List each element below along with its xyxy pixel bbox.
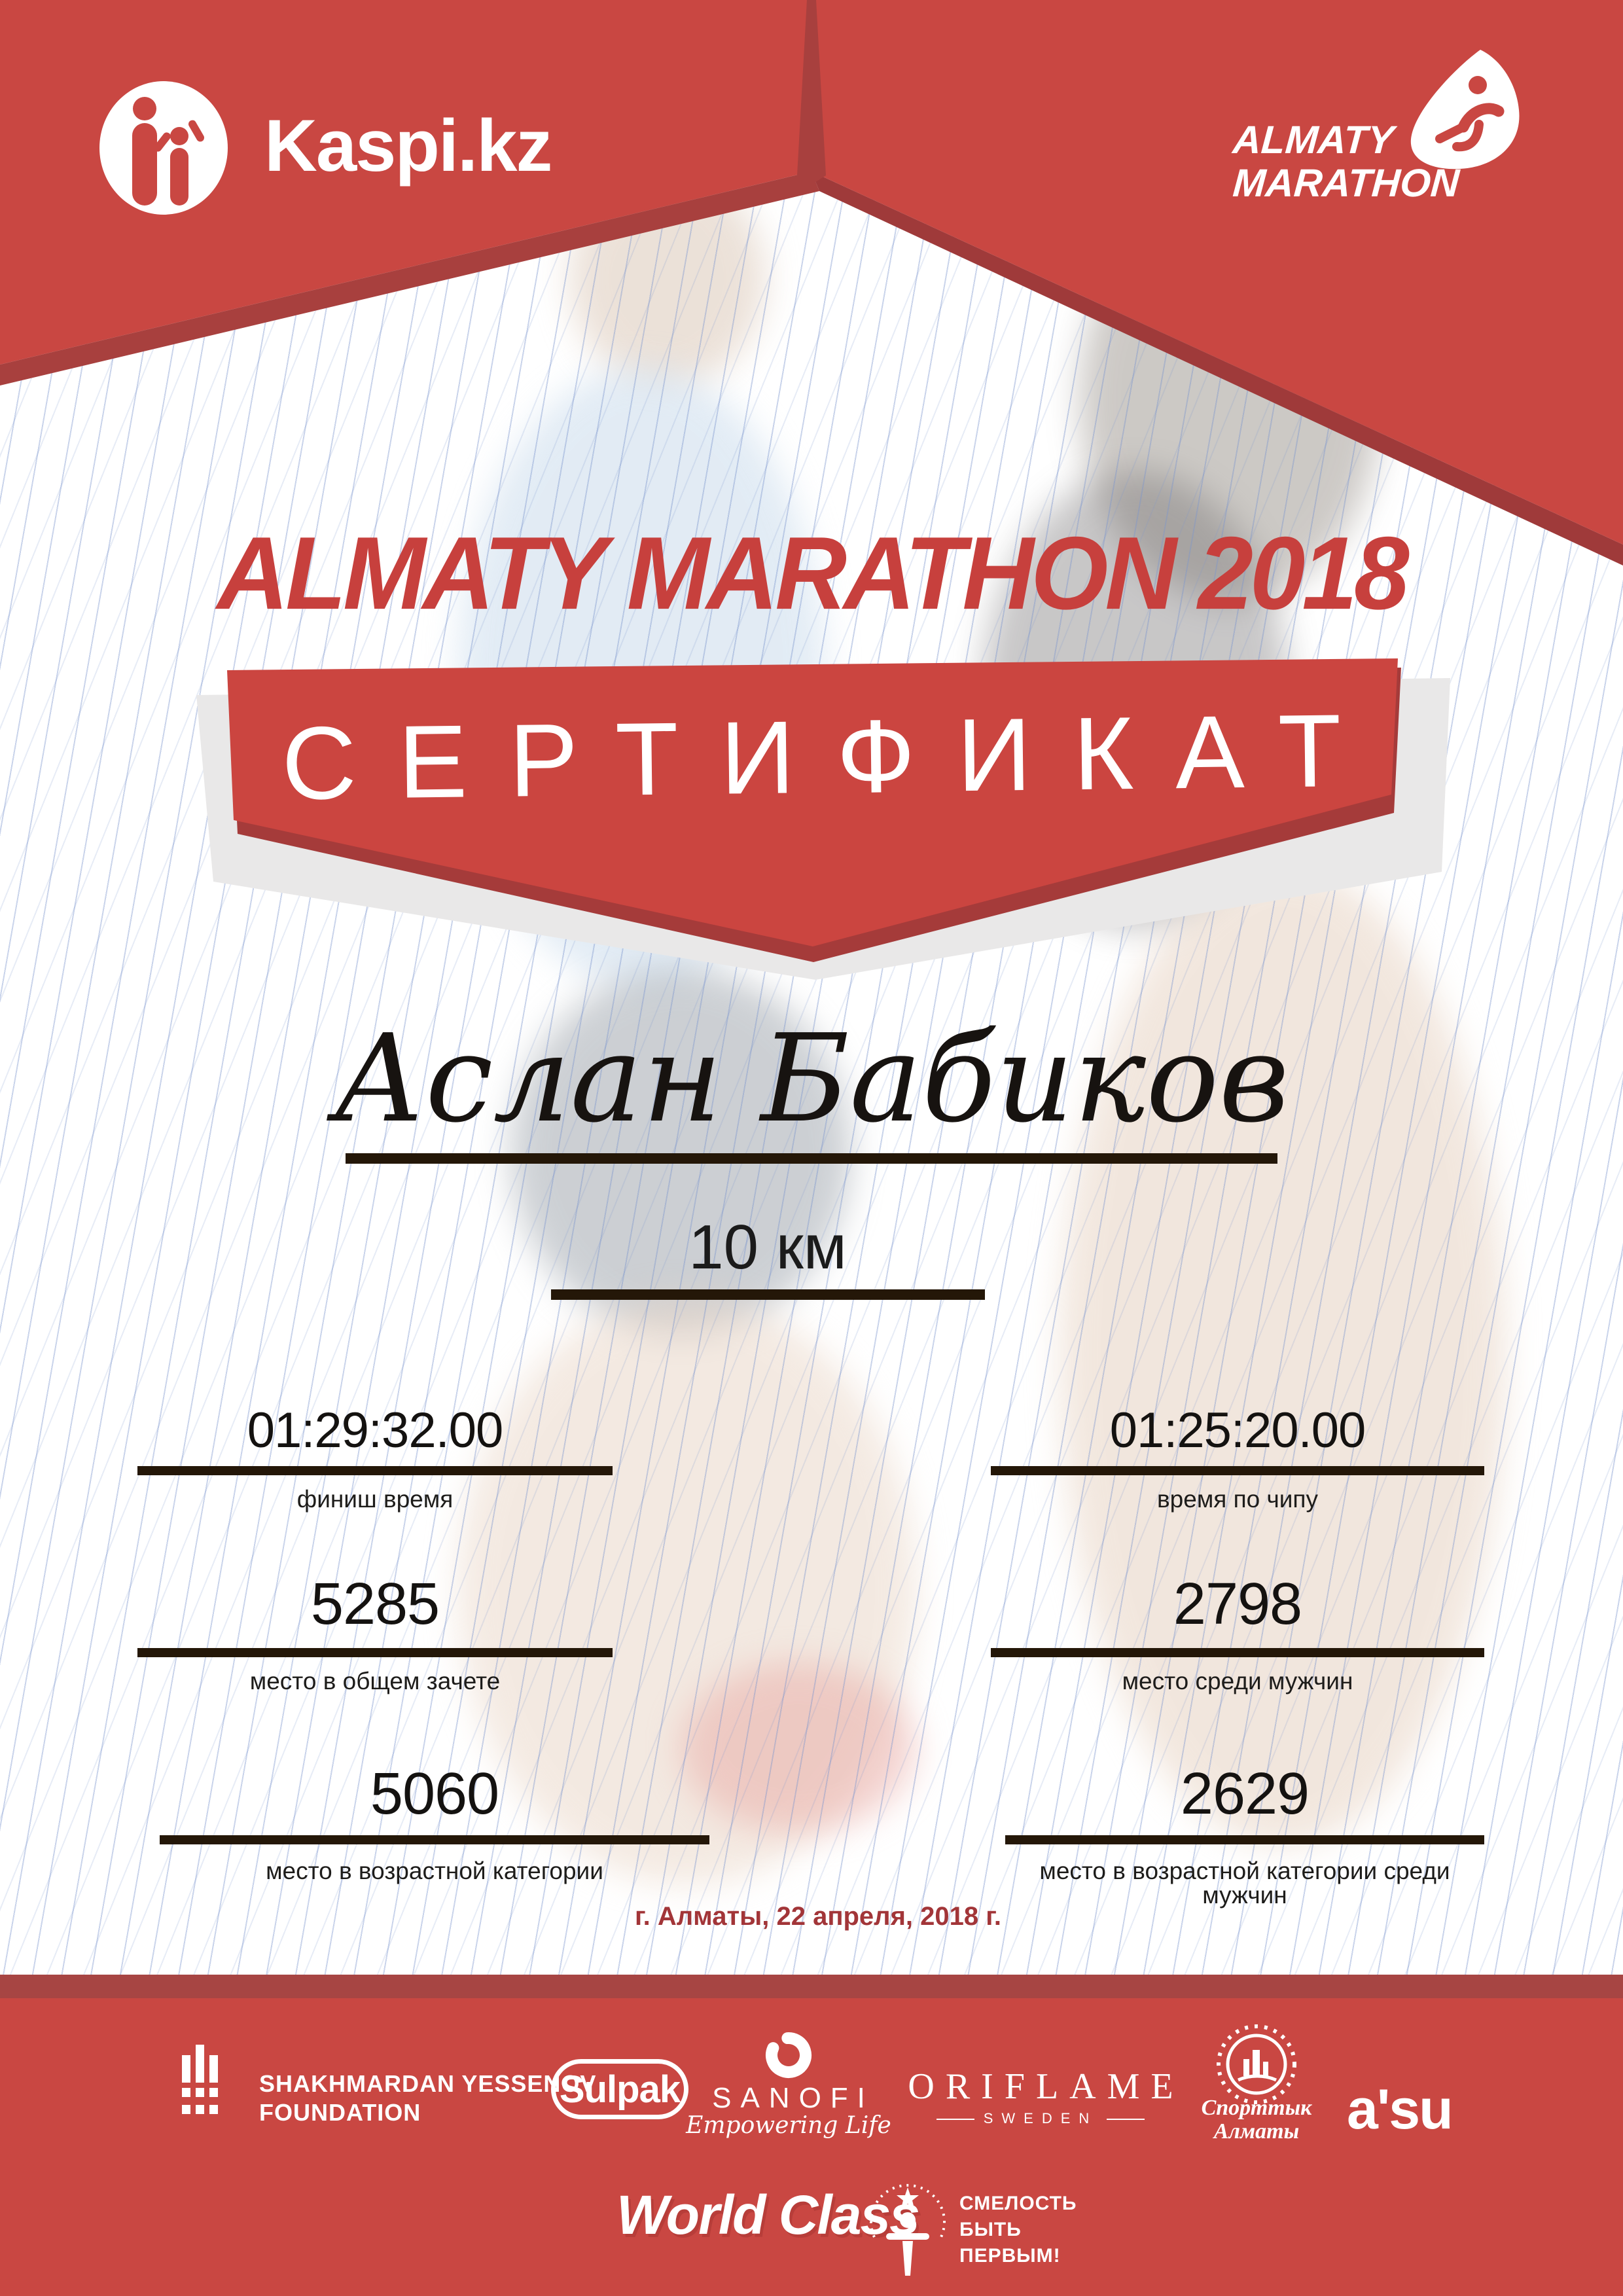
distance-underline (551, 1289, 985, 1300)
yessenov-text-line2: FOUNDATION (259, 2099, 421, 2126)
runner-teardrop-icon (1410, 50, 1520, 170)
stat-overall-place-label: место в общем зачете (249, 1668, 501, 1695)
fund-line3: ПЕРВЫМ! (959, 2245, 1061, 2267)
stat-age-place-value: 5060 (370, 1761, 499, 1827)
kaspi-logo-text: Kaspi.kz (264, 105, 552, 187)
footer-background (0, 1998, 1623, 2296)
banner-center-crease (797, 0, 826, 185)
oriflame-text: ORIFLAME (908, 2066, 1185, 2107)
stat-chip-time-value: 01:25:20.00 (1109, 1403, 1366, 1458)
footer-accent-band (0, 1975, 1623, 1998)
gender-place-underline (991, 1648, 1484, 1657)
sport-almaty-emblem-icon (1217, 2024, 1296, 2104)
sulpak-text: Sulpak (559, 2068, 681, 2111)
stat-finish-time-value: 01:29:32.00 (247, 1403, 504, 1458)
stat-gender-place-label: место среди мужчин (1122, 1668, 1353, 1695)
sanofi-text: SANOFI (712, 2082, 874, 2114)
sanofi-icon (766, 2032, 812, 2078)
almaty-marathon-line1: ALMATY (1231, 118, 1395, 162)
sanofi-tagline: Empowering Life (686, 2112, 891, 2139)
event-date: г. Алматы, 22 апреля, 2018 г. (635, 1902, 1001, 1931)
recipient-name: Аслан Бабиков (333, 1008, 1290, 1149)
yessenov-icon (182, 2045, 218, 2114)
finish-time-underline (137, 1466, 613, 1475)
stat-age-gender-place-value: 2629 (1180, 1761, 1310, 1827)
oriflame-subtext: SWEDEN (883, 2111, 1198, 2126)
distance-value: 10 км (688, 1212, 847, 1282)
fund-line2: БЫТЬ (959, 2219, 1022, 2240)
header-banner (0, 0, 1623, 565)
certificate-title: СЕРТИФИКАТ (281, 692, 1384, 821)
certificate-ribbon (196, 658, 1450, 980)
stat-gender-place-value: 2798 (1173, 1571, 1302, 1637)
overall-place-underline (137, 1648, 613, 1657)
almaty-marathon-line2: MARATHON (1231, 161, 1461, 205)
kaspi-icon (99, 81, 228, 215)
sponsor-world-class: World Class (616, 2184, 920, 2246)
sport-almaty-line1: Спорттык (1201, 2096, 1312, 2120)
fund-icon (870, 2183, 946, 2276)
sponsor-asu: a'su (1347, 2078, 1454, 2141)
stat-finish-time-label: финиш время (296, 1486, 454, 1513)
stat-age-place-label: место в возрастной категории (266, 1857, 603, 1884)
age-gender-place-underline (1005, 1835, 1484, 1844)
oriflame-sweden-label: SWEDEN (983, 2110, 1098, 2126)
stat-overall-place-value: 5285 (310, 1571, 440, 1637)
stat-age-gender-place-label: место в возрастной категории среди мужчи… (1039, 1857, 1450, 1909)
fund-line1: СМЕЛОСТЬ (959, 2193, 1077, 2214)
sponsor-sulpak: Sulpak (551, 2059, 688, 2119)
stat-chip-time-label: время по чипу (1157, 1486, 1318, 1513)
name-underline (346, 1153, 1277, 1164)
event-title: ALMATY MARATHON 2018 (217, 515, 1409, 632)
yessenov-text-line1: SHAKHMARDAN YESSENOV (259, 2070, 597, 2097)
chip-time-underline (991, 1466, 1484, 1475)
age-place-underline (160, 1835, 709, 1844)
sport-almaty-line2: Алматы (1213, 2119, 1300, 2144)
